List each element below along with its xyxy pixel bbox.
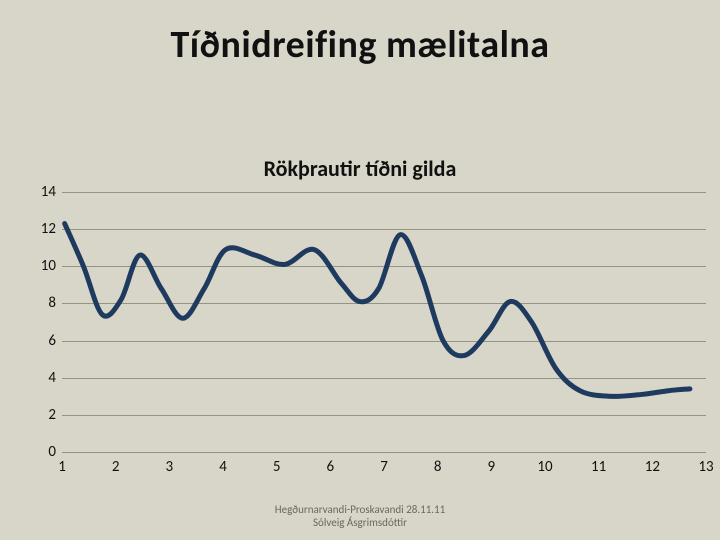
y-axis-label: 6 — [26, 332, 56, 350]
footer-line-2: Sólveig Ásgrimsdóttir — [0, 516, 720, 530]
y-axis-label: 14 — [26, 183, 56, 201]
slide-title: Tíðnidreifing mælitalna — [0, 22, 720, 68]
x-axis-label: 4 — [219, 458, 227, 476]
plot-area — [62, 192, 706, 452]
x-axis-label: 8 — [434, 458, 442, 476]
footer-line-1: Hegðurnarvandi-Proskavandi 28.11.11 — [0, 503, 720, 517]
x-axis-label: 1 — [58, 458, 66, 476]
y-axis-label: 8 — [26, 294, 56, 312]
x-axis-label: 2 — [112, 458, 120, 476]
chart-line — [62, 192, 706, 452]
x-axis-label: 3 — [166, 458, 174, 476]
y-axis-label: 12 — [26, 220, 56, 238]
x-axis-label: 7 — [380, 458, 388, 476]
x-axis-label: 5 — [273, 458, 281, 476]
chart-area: 0246810121412345678910111213 — [26, 192, 706, 482]
y-axis-label: 2 — [26, 406, 56, 424]
y-axis-label: 10 — [26, 257, 56, 275]
chart-title: Rökþrautir tíðni gilda — [0, 155, 720, 182]
x-axis-label: 11 — [591, 458, 606, 476]
slide-footer: Hegðurnarvandi-Proskavandi 28.11.11 Sólv… — [0, 503, 720, 531]
y-axis-label: 4 — [26, 369, 56, 387]
x-axis-label: 13 — [698, 458, 713, 476]
x-axis-label: 6 — [327, 458, 335, 476]
x-axis-label: 10 — [537, 458, 552, 476]
y-axis-label: 0 — [26, 443, 56, 461]
grid-line — [62, 452, 706, 453]
x-axis-label: 12 — [645, 458, 660, 476]
x-axis-label: 9 — [488, 458, 496, 476]
